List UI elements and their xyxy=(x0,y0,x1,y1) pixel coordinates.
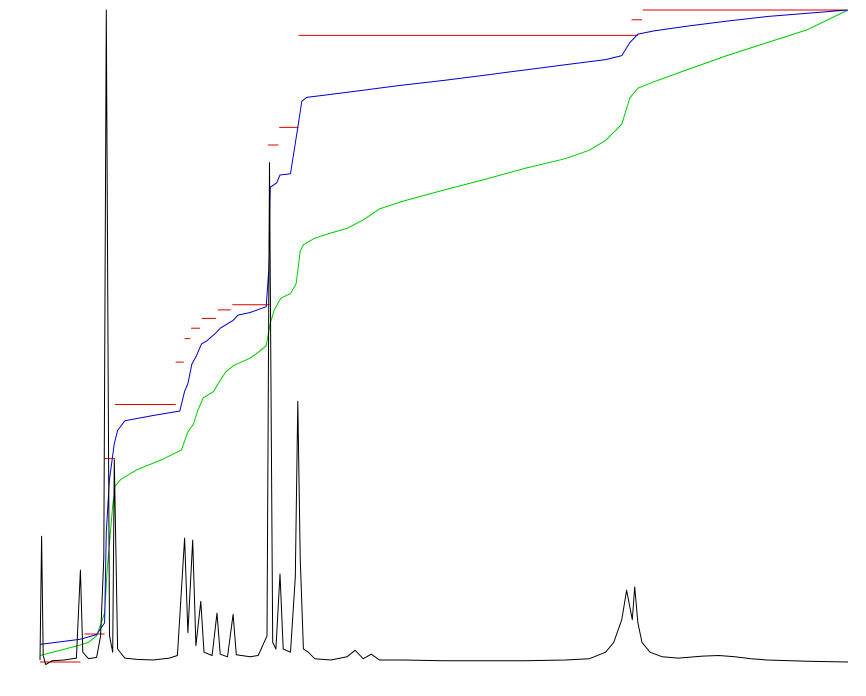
series-layer xyxy=(39,9,849,666)
series-line-integral-blue xyxy=(39,9,849,645)
integral-levels xyxy=(40,9,848,663)
series-line-spectrum xyxy=(39,9,849,666)
series-line-integral-green xyxy=(39,9,849,656)
